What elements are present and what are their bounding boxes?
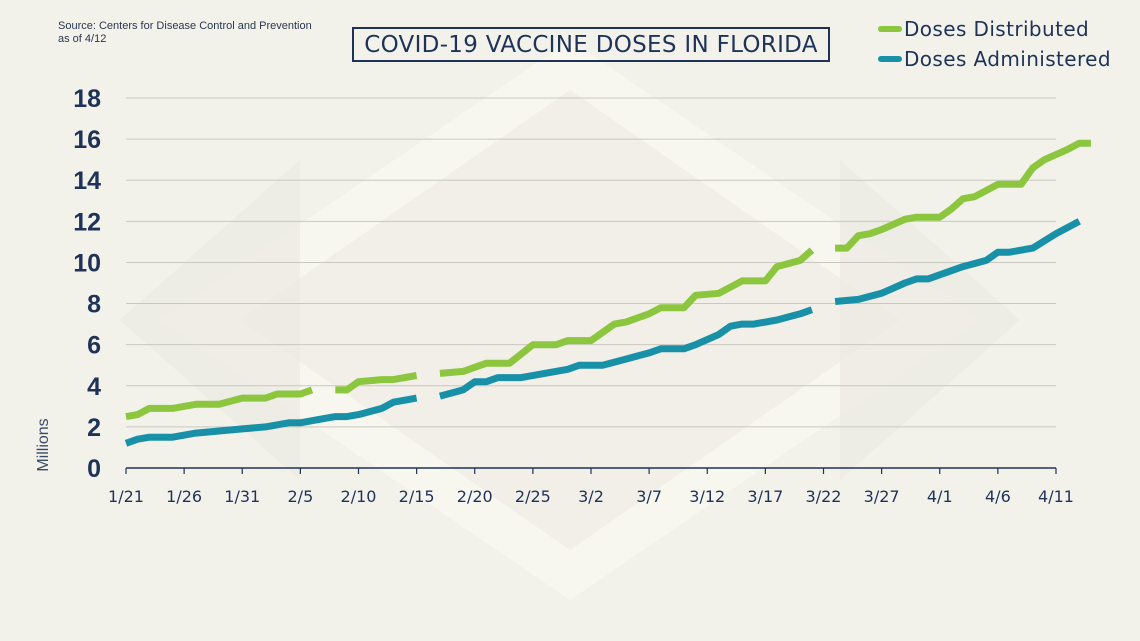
x-tick-label: 3/17 [747, 487, 783, 506]
x-tick-label: 3/22 [806, 487, 842, 506]
legend-swatch-distributed [878, 26, 902, 32]
series-line-doses-distributed-segment-0-2 [439, 247, 815, 377]
legend-label-administered: Doses Administered [904, 47, 1111, 71]
legend-item-distributed: Doses Distributed [878, 14, 1111, 44]
y-tick-label: 2 [87, 414, 101, 442]
source-date: as of 4/12 [58, 33, 107, 45]
legend-item-administered: Doses Administered [878, 44, 1111, 74]
y-tick-label: 16 [73, 126, 101, 154]
chart-title-text: COVID-19 VACCINE DOSES IN FLORIDA [364, 31, 818, 58]
source-note: Source: Centers for Disease Control and … [58, 20, 312, 46]
series-line-doses-distributed-segment-0-0 [125, 386, 314, 421]
x-tick-label: 1/21 [108, 487, 144, 506]
x-tick-label: 4/11 [1038, 487, 1074, 506]
x-tick-label: 2/20 [457, 487, 493, 506]
x-tick-label: 3/2 [578, 487, 604, 506]
x-tick-label: 4/6 [985, 487, 1011, 506]
legend: Doses Distributed Doses Administered [878, 14, 1111, 74]
y-tick-label: 0 [87, 455, 101, 483]
x-tick-label: 3/7 [636, 487, 662, 506]
y-tick-label: 6 [87, 332, 101, 360]
series-line-doses-administered-segment-1-0 [124, 394, 418, 447]
y-tick-label: 12 [73, 208, 101, 236]
x-tick-label: 2/10 [341, 487, 377, 506]
series-line-doses-distributed-segment-2-0 [835, 139, 1091, 252]
y-axis-title: Millions [35, 418, 52, 471]
series-line-doses-distributed-segment-0-1 [335, 372, 418, 394]
series-line-doses-administered-segment-1-2 [834, 218, 1081, 305]
y-tick-label: 8 [87, 291, 101, 319]
chart-title: COVID-19 VACCINE DOSES IN FLORIDA [352, 27, 830, 62]
x-axis: 1/21 1/26 1/31 2/5 2/10 2/15 2/20 2/25 3/2 3/7 3/1… [108, 467, 1074, 506]
y-tick-label: 10 [73, 249, 101, 277]
x-tick-label: 1/26 [166, 487, 202, 506]
y-tick-label: 14 [73, 167, 101, 195]
series-lines [124, 139, 1091, 447]
legend-label-distributed: Doses Distributed [904, 17, 1090, 41]
x-tick-label: 3/27 [864, 487, 900, 506]
x-tick-label: 1/31 [224, 487, 260, 506]
y-axis-ticks: 0 2 4 6 8 10 12 14 16 18 [73, 85, 101, 483]
y-tick-label: 4 [87, 373, 101, 401]
legend-swatch-administered [878, 56, 902, 62]
x-tick-label: 2/25 [515, 487, 551, 506]
x-tick-label: 4/1 [927, 487, 953, 506]
gridlines [126, 97, 1056, 428]
source-line: Source: Centers for Disease Control and … [58, 20, 312, 32]
x-tick-label: 3/12 [689, 487, 725, 506]
x-tick-label: 2/5 [288, 487, 314, 506]
x-tick-label: 2/15 [399, 487, 435, 506]
y-tick-label: 18 [73, 85, 101, 113]
series-line-doses-administered-segment-1-1 [438, 306, 814, 400]
